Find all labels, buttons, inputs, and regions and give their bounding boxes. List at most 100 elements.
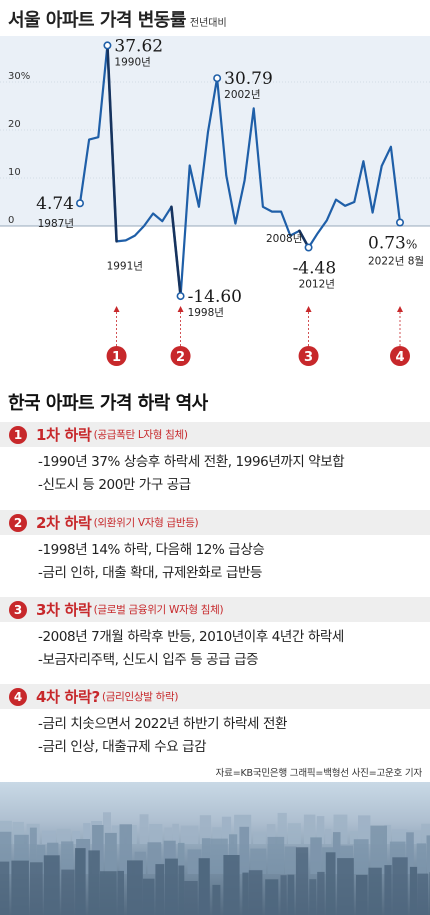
phase-item: -2008년 7개월 하락후 반등, 2010년이후 4년간 하락세: [38, 629, 344, 645]
phase-1: 1 1차 하락 (공급폭탄 L자형 침체) -1990년 37% 상승후 하락세 전환…: [0, 422, 430, 497]
building-shape: [178, 865, 185, 915]
phase-note: (외환위기 V자형 급반등): [93, 517, 199, 529]
building-shape: [155, 864, 165, 915]
marker-number: 4: [395, 350, 404, 365]
history-title: 한국 아파트 가격 하락 역사: [8, 393, 208, 414]
marker-arrow-head: [397, 306, 403, 312]
building-shape: [221, 816, 232, 844]
marker-badge: [298, 346, 319, 366]
building-shape: [164, 827, 172, 844]
building-shape: [201, 838, 211, 874]
series-line: [78, 44, 402, 298]
phase-items: -금리 치솟으면서 2022년 하반기 하락세 전환 -금리 인상, 대출규제 수…: [0, 709, 430, 759]
building-shape: [164, 858, 178, 915]
city-skyline-photo: [0, 782, 430, 915]
building-shape: [250, 848, 267, 874]
year-label: 1987년: [38, 218, 74, 230]
phase-header: 1 1차 하락 (공급폭탄 L자형 침체): [0, 422, 430, 447]
phase-number-badge: 3: [9, 600, 27, 619]
building-shape: [61, 841, 74, 874]
building-shape: [253, 831, 266, 844]
data-value-label: -14.60: [188, 287, 242, 307]
phase-item: -신도시 등 200만 가구 공급: [38, 477, 191, 493]
building-shape: [149, 824, 163, 844]
source-credit: 자료=KB국민은행 그래픽=백형선 사진=고운호 기자: [215, 768, 423, 779]
building-shape: [309, 879, 317, 915]
data-point-marker: [176, 292, 185, 301]
building-shape: [88, 850, 100, 915]
phase-items: -1998년 14% 하락, 다음해 12% 급상승 -금리 인하, 대출 확대,…: [0, 535, 430, 585]
data-point-marker: [213, 74, 222, 83]
phase-item: -금리 인하, 대출 확대, 규제완화로 급반등: [38, 565, 263, 581]
building-shape: [316, 816, 325, 844]
building-shape: [187, 849, 202, 874]
phase-note: (공급폭탄 L자형 침체): [93, 429, 188, 441]
phase-title: 2차 하락: [36, 514, 92, 532]
building-shape: [103, 812, 111, 844]
y-tick-label: 30%: [8, 71, 30, 82]
marker-number: 1: [112, 350, 121, 365]
marker-number: 2: [176, 350, 185, 365]
building-shape: [384, 865, 392, 915]
building-shape: [370, 825, 387, 874]
building-shape: [198, 858, 210, 915]
year-label: 2022년 8월: [368, 255, 424, 267]
phase-title: 4차 하락?: [36, 688, 100, 706]
building-shape: [426, 835, 430, 874]
phase-2: 2 2차 하락 (외환위기 V자형 급반등) -1998년 14% 하락, 다음해 1…: [0, 510, 430, 585]
phase-item: -금리 치솟으면서 2022년 하반기 하락세 전환: [38, 716, 288, 732]
building-shape: [12, 821, 24, 844]
data-point-marker: [103, 41, 112, 50]
building-shape: [61, 869, 75, 915]
marker-badge: [106, 346, 127, 366]
building-shape: [142, 878, 155, 915]
skyline-illustration: [0, 812, 430, 915]
chart-background: [0, 36, 430, 226]
chart-subtitle: 전년대비: [189, 18, 227, 29]
building-shape: [266, 824, 276, 844]
phase-items: -1990년 37% 상승후 하락세 전환, 1996년까지 약보합 -신도시 등…: [0, 447, 430, 497]
building-shape: [353, 839, 369, 874]
marker-badge: [390, 346, 410, 366]
building-shape: [30, 862, 43, 915]
phase-item: -1998년 14% 하락, 다음해 12% 급상승: [38, 542, 265, 558]
data-point-marker: [76, 199, 85, 208]
year-label: 1998년: [188, 307, 224, 319]
building-shape: [180, 825, 199, 844]
building-shape: [325, 852, 336, 915]
building-shape: [223, 855, 240, 915]
building-shape: [280, 875, 287, 915]
building-shape: [100, 871, 117, 915]
building-shape: [212, 827, 222, 844]
marker-arrow-head: [177, 306, 184, 312]
phase-title: 1차 하락: [36, 426, 92, 444]
building-shape: [349, 831, 358, 844]
data-value-label: 4.74: [36, 194, 74, 214]
phase-header: 4 4차 하락? (금리인상발 하락): [0, 684, 430, 709]
year-label: 2008년: [266, 233, 302, 245]
building-shape: [265, 879, 279, 915]
marker-arrow-head: [113, 306, 120, 312]
marker-badge: [170, 346, 191, 366]
building-shape: [172, 823, 179, 844]
decline-segment: [170, 205, 182, 298]
building-shape: [0, 861, 10, 915]
data-value-label: 37.62: [114, 36, 163, 56]
chart-title: 서울 아파트 가격 변동률 전년대비: [8, 6, 227, 32]
building-shape: [127, 860, 143, 915]
building-shape: [199, 815, 212, 844]
building-shape: [406, 832, 414, 874]
year-label: 2002년: [224, 89, 260, 101]
marker-arrow-head: [305, 306, 312, 312]
building-shape: [368, 867, 382, 915]
building-shape: [277, 812, 287, 844]
building-shape: [104, 832, 117, 874]
phase-item: -금리 인상, 대출규제 수요 급감: [38, 739, 207, 755]
building-shape: [384, 824, 392, 844]
building-shape: [229, 834, 238, 874]
phase-title: 3차 하락: [36, 601, 92, 619]
building-shape: [421, 823, 430, 844]
phase-number-badge: 2: [9, 513, 27, 532]
y-tick-label: 10: [8, 167, 21, 178]
phase-items: -2008년 7개월 하락후 반등, 2010년이후 4년간 하락세 -보금자리주…: [0, 622, 430, 672]
